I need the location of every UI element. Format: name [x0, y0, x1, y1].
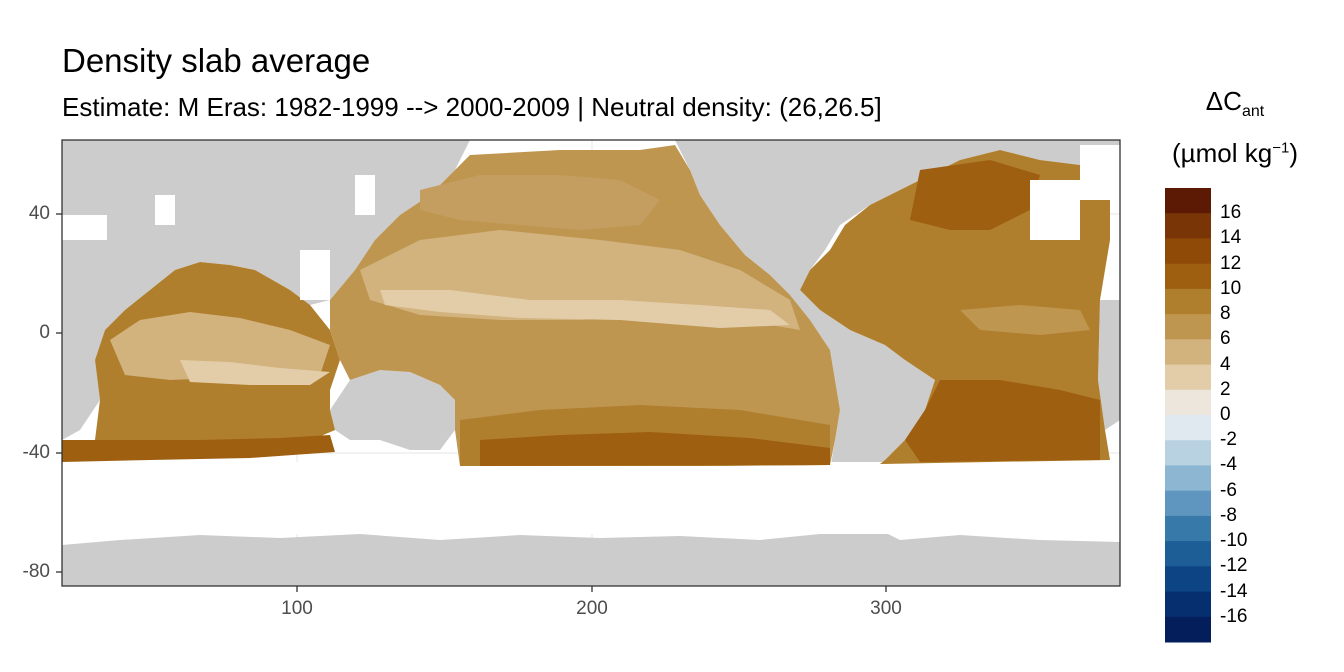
legend-label: 2 — [1220, 378, 1231, 400]
colorbar-bin — [1165, 364, 1211, 391]
colorbar-bin — [1165, 541, 1211, 567]
colorbar — [1165, 188, 1211, 643]
legend-label: -10 — [1220, 530, 1248, 552]
colorbar-bin — [1165, 213, 1211, 239]
colorbar-bin — [1165, 263, 1211, 290]
legend-unit: (µmol kg−1) — [1172, 138, 1298, 168]
legend-title: ΔCant — [1205, 86, 1265, 121]
y-tick-label: 40 — [28, 203, 50, 224]
colorbar-bin — [1165, 591, 1211, 618]
colorbar-bin — [1165, 440, 1211, 466]
legend-label: -16 — [1220, 605, 1248, 627]
colorbar-bin — [1165, 238, 1211, 265]
colorbar-bin — [1165, 465, 1211, 492]
legend-label: 8 — [1220, 303, 1231, 325]
data-holes — [62, 145, 1120, 300]
legend-label: 0 — [1220, 404, 1231, 425]
ocean-field — [62, 145, 1110, 466]
colorbar-bin — [1165, 188, 1211, 214]
colorbar-bin — [1165, 389, 1211, 416]
x-tick-label: 200 — [576, 598, 608, 619]
x-tick-label: 300 — [870, 598, 902, 619]
y-tick-label: 0 — [39, 322, 50, 343]
legend-label: -14 — [1220, 580, 1248, 602]
colorbar-bin — [1165, 616, 1211, 643]
axis-ticks — [56, 213, 887, 592]
colorbar-bin — [1165, 288, 1211, 315]
legend-label: -8 — [1220, 504, 1237, 526]
legend-label: 6 — [1220, 328, 1231, 350]
colorbar-bin — [1165, 515, 1211, 542]
y-tick-label: -80 — [22, 561, 50, 582]
colorbar-bin — [1165, 490, 1211, 517]
legend-label: -2 — [1220, 429, 1237, 451]
legend-label: -4 — [1220, 454, 1237, 476]
x-tick-label: 100 — [281, 598, 313, 619]
chart-title: Density slab average — [62, 42, 371, 79]
colorbar-bin — [1165, 314, 1211, 340]
legend-label: 16 — [1220, 202, 1242, 224]
colorbar-bin — [1165, 339, 1211, 366]
legend-label: 12 — [1220, 252, 1242, 274]
legend-label: 4 — [1220, 353, 1231, 375]
colorbar-bin — [1165, 415, 1211, 441]
chart-subtitle: Estimate: M Eras: 1982-1999 --> 2000-200… — [62, 92, 882, 122]
no-data-band — [62, 462, 1120, 534]
colorbar-bin — [1165, 566, 1211, 593]
legend-label: 10 — [1220, 277, 1242, 299]
panel-border — [61, 139, 1121, 587]
legend-label: -6 — [1220, 479, 1237, 501]
legend-label: 14 — [1220, 227, 1242, 249]
y-tick-label: -40 — [22, 442, 50, 463]
legend-label: -12 — [1220, 555, 1248, 577]
